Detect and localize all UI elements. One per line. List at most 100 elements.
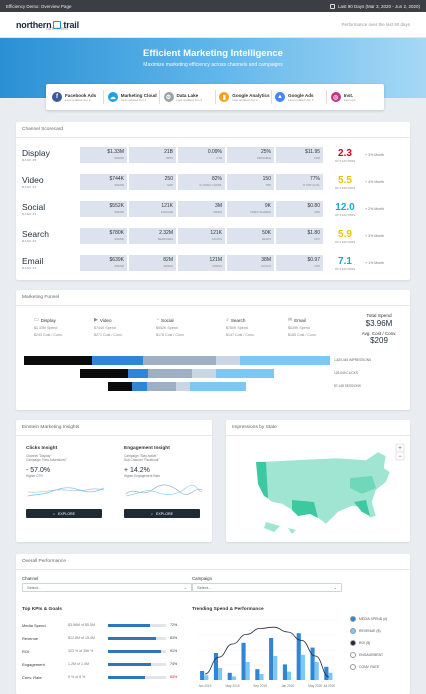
metric-cell: 150 TRP [227, 174, 274, 190]
funnel-segment [24, 356, 92, 365]
legend-item[interactable]: REVENUE ($) [350, 628, 387, 634]
funnel-channel[interactable]: ✉ Email $639K Spend $165 Cost / Conv. [288, 317, 317, 337]
metric-value: 38M [261, 257, 271, 263]
bar-0-8 [310, 647, 315, 680]
funnel-channel-conv: $243 Cost / Conv. [34, 333, 63, 337]
bar-0-3 [241, 642, 246, 680]
legend-item[interactable]: CONV. RATE [350, 664, 387, 670]
funnel-channel-name: ✉ Email [288, 317, 317, 323]
data-source-icon: ◎ [330, 92, 341, 102]
metric-cell: 82M SENDS [129, 255, 176, 271]
legend-swatch [350, 628, 356, 634]
x-tick-label: Jul 2020 [323, 684, 335, 688]
clicks-insight-title: Clicks Insight [26, 446, 58, 451]
metric-label: CPC [314, 237, 320, 241]
metric-value: $0.80 [307, 203, 320, 209]
data-source-item[interactable]: ▲ Google Ads Last updated Jun 2 [275, 92, 322, 102]
top-bar: Efficiency Demo: Overview Page Last 90 D… [0, 0, 426, 12]
state-northeast[interactable] [350, 476, 376, 494]
zoom-controls[interactable]: + − [395, 443, 405, 461]
metric-cell: 50K LEADS [227, 228, 274, 244]
metric-cell: 21B IMPS [129, 147, 176, 163]
calendar-icon [329, 3, 335, 9]
scorecard-row[interactable]: Search RANK #2 $780K SPEND 2.32M SEARCHES 121K… [16, 225, 410, 247]
overall-performance-title: Overall Performance [16, 554, 410, 570]
funnel-channel-name: ◔ Social [156, 317, 185, 323]
clicks-insight-sub: Higher CTR [26, 474, 43, 478]
funnel-channel[interactable]: ⌕ Search $780K Spend $147 Cost / Conv. [226, 317, 255, 337]
metric-cell: 250 GRP [129, 174, 176, 190]
funnel-stage-bar[interactable] [107, 382, 247, 391]
state-florida[interactable] [354, 500, 370, 516]
channel-name-cell: Search RANK #2 [16, 229, 80, 243]
metric-value: 250 [164, 176, 173, 182]
legend-swatch [350, 652, 356, 658]
metric-cell: $0.80 CPE [276, 201, 323, 217]
brand-logo[interactable]: northern trail OUTFITTERS [16, 20, 79, 32]
funnel-stage-bar[interactable] [24, 356, 330, 365]
data-source-item[interactable]: f Facebook Ads Last updated Jun 2 [52, 92, 99, 102]
clicks-explore-button[interactable]: ⌕ EXPLORE [26, 509, 102, 518]
data-source-name: Google Ads [288, 92, 314, 98]
campaign-select[interactable]: Select... ⌄ [192, 583, 342, 592]
us-map[interactable]: + − [226, 442, 410, 542]
metric-cell: 121K ENGAGE [129, 201, 176, 217]
channel-score: 5.5 [338, 174, 352, 186]
channel-select[interactable]: Select... ⌄ [22, 583, 192, 592]
state-california[interactable] [256, 462, 268, 498]
monitor-icon: ▭ [34, 317, 39, 323]
state-alaska[interactable] [264, 522, 280, 532]
data-source-item[interactable]: ▮ Google Analytics Last updated Jun 2 [219, 92, 270, 102]
score-cell: 12.0 OF 5 FACTORS [325, 202, 365, 217]
kpi-progress-text: 323 % of 356 % [68, 649, 94, 653]
funnel-channel[interactable]: ◔ Social $552K Spend $178 Cost / Conv. [156, 317, 185, 337]
data-source-status: Last upd. [343, 97, 357, 102]
clicks-insight: Clicks Insight Channel "Display" Campaig… [26, 446, 106, 518]
metric-value: 82% [211, 176, 222, 182]
scorecard-row[interactable]: Email RANK #1 $639K SPEND 82M SENDS 121M OPENS 3… [16, 252, 410, 274]
trend-legend: MEDIA SPEND (#) REVENUE ($) ROI ($) ENGAGEM… [350, 616, 387, 676]
funnel-channel-conv: $165 Cost / Conv. [288, 333, 317, 337]
marketing-funnel-title: Marketing Funnel [16, 290, 410, 306]
scorecard-row[interactable]: Social RANK #3 $552K SPEND 121K ENGAGE 3M VIEWS… [16, 198, 410, 220]
legend-item[interactable]: ROI ($) [350, 640, 387, 646]
bar-0-1 [213, 653, 219, 680]
legend-label: ENGAGEMENT [359, 653, 384, 657]
scorecard-row[interactable]: Video RANK #4 $744K SPEND 250 GRP 82%% VIDEO C… [16, 171, 410, 193]
metric-cell: 3M VIEWS [178, 201, 225, 217]
bar-1-0 [204, 675, 209, 680]
funnel-channel[interactable]: ▶ Video $744K Spend $271 Cost / Conv. [94, 317, 123, 337]
metric-label: TRP [265, 183, 271, 187]
x-tick-label: May 2019 [226, 684, 240, 688]
engagement-explore-button[interactable]: ⌕ EXPLORE [124, 509, 200, 518]
impressions-map-title: Impressions by State [226, 420, 410, 436]
date-range-picker[interactable]: Last 90 Days (Mar 3, 2020 - Jun 2, 2020) [329, 3, 420, 9]
metric-label: CPA [314, 264, 320, 268]
scorecard-row[interactable]: Display RANK #5 $1.33M SPEND 21B IMPS 0.09% CTR… [16, 144, 410, 166]
bar-0-6 [282, 664, 288, 680]
channel-select-value: Select... [27, 585, 42, 590]
state-texas[interactable] [292, 500, 318, 518]
search-icon: ⌕ [151, 511, 154, 516]
metric-label: SENDS [163, 264, 173, 268]
legend-swatch [350, 664, 356, 670]
trend-text: + 2% Month [365, 207, 385, 211]
metric-value: 121K [210, 230, 222, 236]
data-source-item[interactable]: ☁ Marketing Cloud Last updated Jun 2 [107, 92, 157, 102]
legend-item[interactable]: MEDIA SPEND (#) [350, 616, 387, 622]
source-divider [326, 90, 327, 104]
funnel-channel-conv: $147 Cost / Conv. [226, 333, 255, 337]
kpi-name: ROI [22, 648, 30, 654]
data-source-item[interactable]: ⚙ Data Lake Last updated Jun 2 [163, 92, 211, 102]
svg-text:−: − [398, 454, 402, 460]
state-hawaii[interactable] [288, 528, 296, 534]
data-source-status: Last updated Jun 2 [65, 97, 91, 102]
campaign-filter: Campaign Select... ⌄ [192, 576, 342, 592]
funnel-channel[interactable]: ▭ Display $1.33M Spend $243 Cost / Conv. [34, 317, 63, 337]
funnel-stage-bar[interactable] [79, 369, 275, 378]
legend-item[interactable]: ENGAGEMENT [350, 652, 387, 658]
funnel-segment [215, 356, 241, 365]
channel-name-cell: Email RANK #1 [16, 256, 80, 270]
data-source-item[interactable]: ◎ Inst. Last upd. [330, 92, 378, 102]
metric-value: 121K [161, 203, 173, 209]
